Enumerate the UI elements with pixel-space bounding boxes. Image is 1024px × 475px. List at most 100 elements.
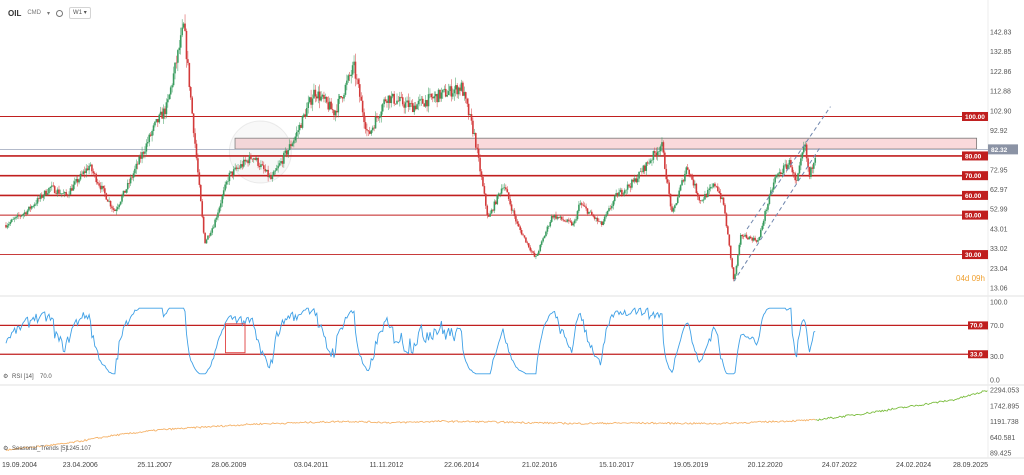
candle-body bbox=[519, 226, 521, 231]
candle-body bbox=[254, 158, 257, 160]
candle-body bbox=[181, 27, 183, 36]
candle-body bbox=[798, 165, 801, 174]
candle-body bbox=[735, 265, 738, 275]
candle-body bbox=[83, 171, 86, 173]
candle-body bbox=[201, 201, 204, 217]
candle-body bbox=[562, 219, 564, 221]
candle-body bbox=[527, 243, 530, 248]
candle-body bbox=[225, 181, 228, 185]
grid bbox=[0, 0, 1024, 459]
candle-body bbox=[691, 174, 693, 180]
candle-body bbox=[330, 101, 332, 110]
candle-body bbox=[602, 221, 605, 226]
candle-body bbox=[764, 210, 766, 221]
settings-icon: ⚙ bbox=[3, 445, 8, 452]
candle-body bbox=[692, 179, 695, 186]
candle-body bbox=[29, 206, 32, 209]
chart-toolbar: OIL CMD ▾ W1 ▾ bbox=[8, 6, 91, 20]
price-tick-label: 122.86 bbox=[990, 69, 1012, 76]
candle-body bbox=[406, 100, 408, 103]
candle-body bbox=[115, 209, 118, 212]
candle-body bbox=[214, 219, 216, 228]
candle-body bbox=[99, 185, 102, 190]
candle-body bbox=[235, 167, 238, 169]
candle-body bbox=[622, 193, 625, 195]
candle-body bbox=[510, 204, 513, 211]
candle-body bbox=[317, 91, 320, 99]
candle-body bbox=[669, 193, 672, 207]
candle-body bbox=[144, 151, 146, 154]
candle-body bbox=[761, 225, 764, 230]
candle-body bbox=[294, 136, 297, 141]
candle-body bbox=[414, 105, 417, 110]
candle-body bbox=[493, 201, 496, 211]
candle-body bbox=[765, 209, 768, 211]
current-price-badge bbox=[988, 144, 1018, 155]
candle-body bbox=[260, 164, 262, 168]
candle-body bbox=[95, 174, 98, 183]
chevron-down-icon[interactable]: ▾ bbox=[47, 10, 51, 17]
candle-body bbox=[141, 152, 143, 159]
rsi-title: RSI [14] bbox=[12, 374, 34, 380]
candle-body bbox=[772, 182, 775, 190]
candle-body bbox=[9, 221, 12, 224]
candle-body bbox=[175, 62, 178, 64]
candle-body bbox=[450, 86, 453, 97]
candle-body bbox=[323, 94, 325, 99]
date-tick-label: 23.04.2006 bbox=[63, 462, 98, 469]
candle-body bbox=[752, 237, 755, 241]
candle-body bbox=[310, 97, 312, 105]
candle-body bbox=[492, 209, 494, 211]
rsi-value: 70.0 bbox=[40, 374, 52, 380]
candle-body bbox=[51, 185, 53, 187]
candle-body bbox=[559, 216, 562, 218]
candle-body bbox=[495, 201, 497, 205]
candle-body bbox=[479, 157, 481, 172]
candle-body bbox=[456, 85, 458, 95]
interval-select[interactable]: W1 ▾ bbox=[69, 7, 91, 19]
candle-body bbox=[410, 102, 413, 104]
candle-body bbox=[250, 155, 252, 159]
resistance-zone bbox=[234, 137, 978, 150]
candle-body bbox=[529, 247, 532, 251]
candle-body bbox=[212, 227, 215, 229]
candle-body bbox=[800, 158, 802, 166]
candle-body bbox=[707, 189, 709, 197]
candle-body bbox=[443, 88, 446, 90]
candle-body bbox=[151, 131, 153, 136]
candle-body bbox=[56, 189, 59, 194]
candle-body bbox=[463, 92, 466, 96]
candle-body bbox=[434, 94, 437, 97]
candle-body bbox=[429, 93, 431, 95]
candle-body bbox=[36, 198, 39, 204]
candle-body bbox=[805, 144, 808, 159]
candle-body bbox=[199, 184, 202, 202]
candle-body bbox=[801, 152, 804, 159]
candle-body bbox=[340, 96, 342, 98]
candle-body bbox=[111, 206, 113, 209]
candle-body bbox=[131, 177, 133, 179]
candle-body bbox=[142, 152, 145, 154]
candle-body bbox=[655, 152, 658, 156]
level-label: 80.00 bbox=[965, 153, 982, 160]
candle-body bbox=[416, 104, 418, 110]
candle-body bbox=[135, 163, 138, 169]
clock-icon[interactable] bbox=[56, 9, 64, 17]
candle-body bbox=[240, 164, 242, 168]
candle-body bbox=[324, 96, 327, 99]
candle-body bbox=[334, 110, 337, 116]
candle-body bbox=[568, 219, 570, 221]
date-tick-label: 24.07.2022 bbox=[822, 462, 857, 469]
candle-body bbox=[109, 200, 112, 207]
period-label[interactable]: CMD bbox=[27, 10, 42, 16]
candle-body bbox=[642, 165, 645, 173]
candle-body bbox=[808, 167, 811, 177]
candle-body bbox=[578, 204, 580, 212]
candle-body bbox=[387, 95, 390, 103]
candle-body bbox=[354, 61, 357, 79]
candle-body bbox=[278, 163, 281, 166]
candle-body bbox=[791, 167, 794, 173]
candle-body bbox=[275, 168, 278, 171]
symbol-label[interactable]: OIL bbox=[8, 8, 22, 18]
